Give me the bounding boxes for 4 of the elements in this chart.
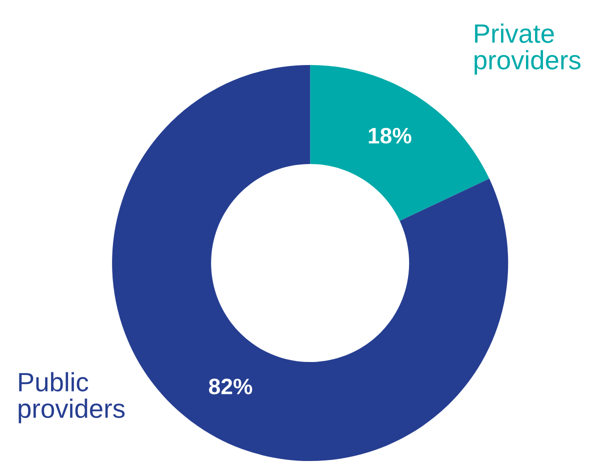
- data-label: 18%: [368, 128, 412, 144]
- data-label: 82%: [208, 378, 252, 394]
- slice-label: Private providers: [474, 24, 580, 75]
- slice-label: Public providers: [18, 372, 125, 424]
